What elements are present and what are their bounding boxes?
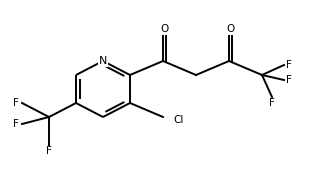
Text: O: O	[160, 24, 169, 34]
Text: N: N	[99, 56, 107, 66]
Text: F: F	[286, 75, 292, 85]
Text: F: F	[269, 98, 275, 108]
Text: F: F	[13, 98, 19, 108]
Text: F: F	[46, 146, 52, 156]
Text: F: F	[286, 60, 292, 70]
Text: F: F	[13, 119, 19, 129]
Text: O: O	[226, 24, 235, 34]
Text: Cl: Cl	[173, 115, 183, 125]
